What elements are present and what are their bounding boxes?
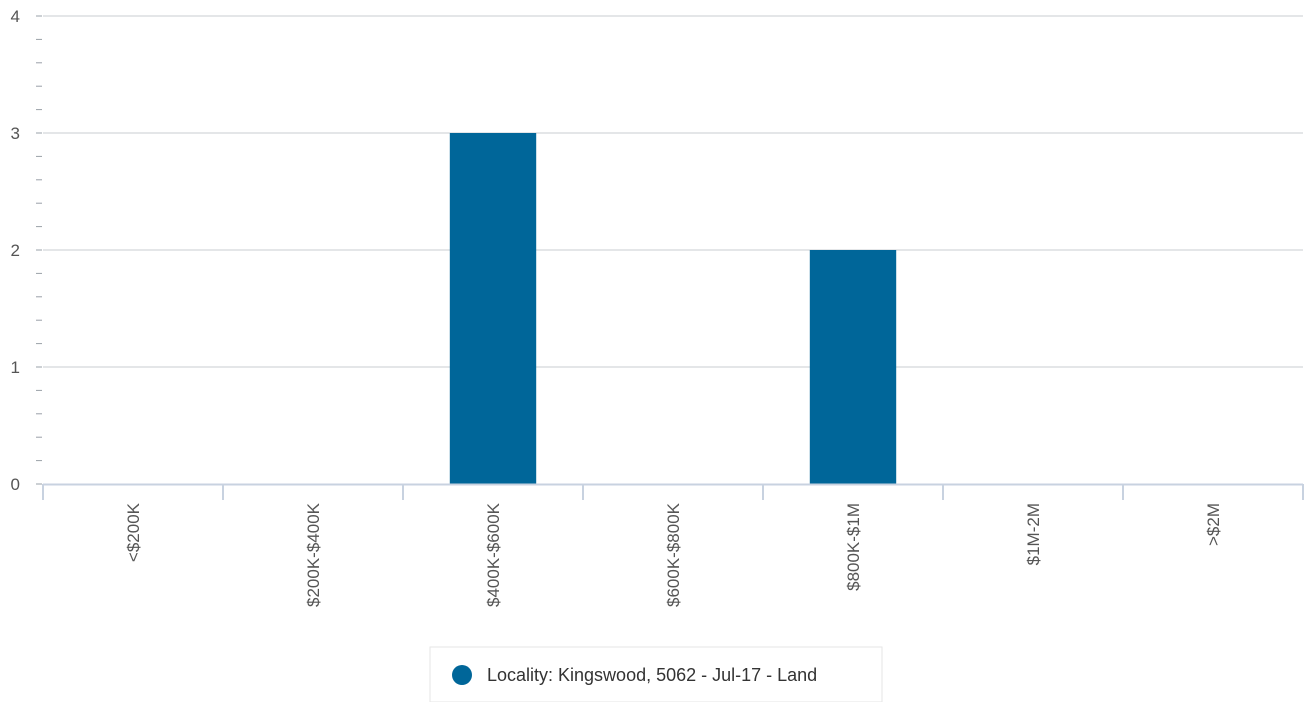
legend[interactable]: Locality: Kingswood, 5062 - Jul-17 - Lan… — [429, 646, 883, 702]
x-tick-label: $800K-$1M — [844, 503, 863, 591]
x-tick-label: $400K-$600K — [484, 502, 503, 607]
x-tick-label: >$2M — [1204, 503, 1223, 546]
x-tick-label: $1M-2M — [1024, 503, 1043, 565]
bar[interactable] — [449, 133, 537, 484]
bars — [449, 133, 897, 484]
legend-label: Locality: Kingswood, 5062 - Jul-17 - Lan… — [487, 665, 817, 685]
x-axis — [42, 483, 1304, 500]
x-axis-tick-labels: <$200K $200K-$400K $400K-$600K $600K-$800K $… — [124, 502, 1223, 607]
y-axis-tick-labels: 0 1 2 3 4 — [11, 7, 20, 494]
x-tick-label: $200K-$400K — [304, 502, 323, 607]
y-tick-label: 0 — [11, 475, 20, 494]
bar[interactable] — [809, 250, 897, 484]
legend-swatch-icon — [452, 665, 472, 685]
legend-box — [429, 646, 883, 702]
gridlines — [43, 15, 1303, 368]
x-tick-label: <$200K — [124, 502, 143, 562]
y-axis-minor-ticks — [36, 15, 42, 485]
y-tick-label: 4 — [11, 7, 20, 26]
x-tick-label: $600K-$800K — [664, 502, 683, 607]
y-tick-label: 2 — [11, 241, 20, 260]
y-tick-label: 1 — [11, 358, 20, 377]
y-tick-label: 3 — [11, 124, 20, 143]
